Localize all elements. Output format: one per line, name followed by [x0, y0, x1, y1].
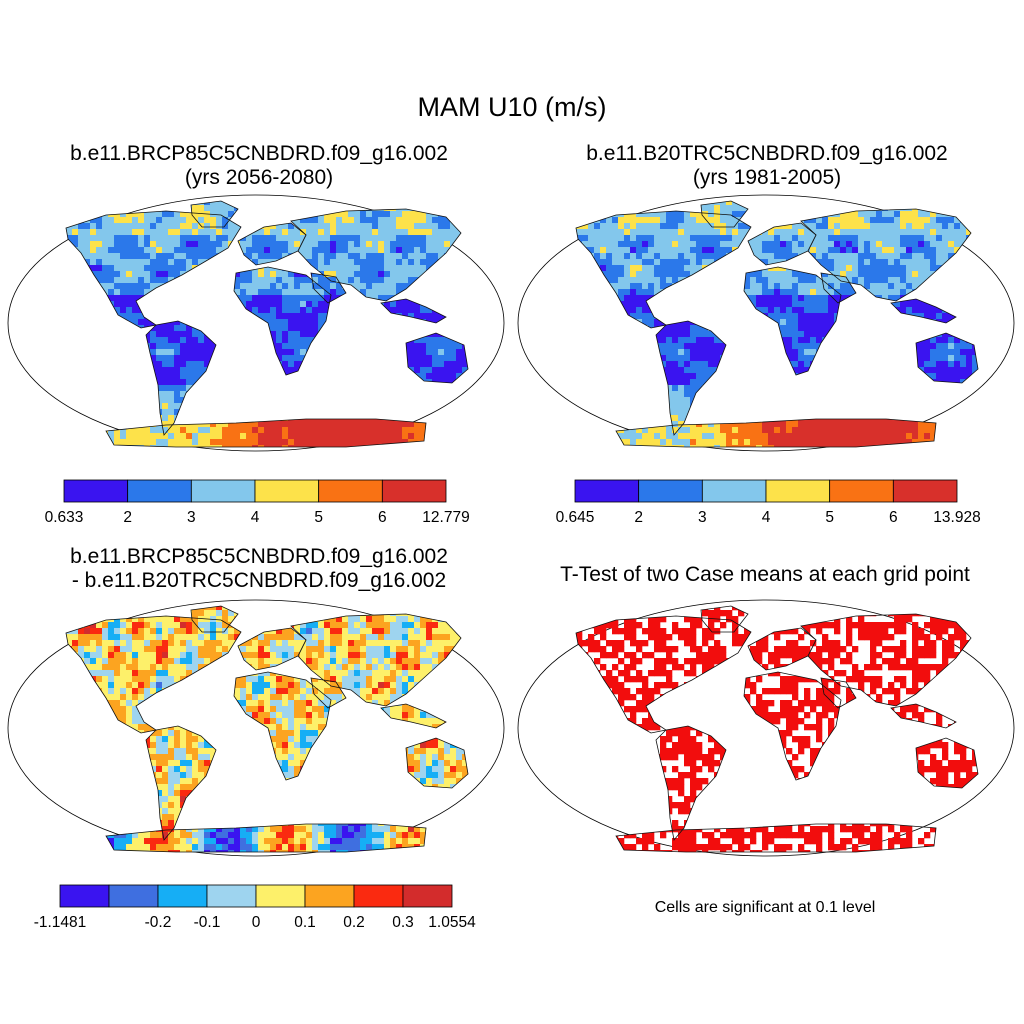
colorbar-label: 2	[123, 509, 132, 526]
map-panel-case2	[517, 194, 1015, 452]
coastline-africa	[743, 671, 842, 781]
panel1-title-line1: b.e11.BRCP85C5CNBDRD.f09_g16.002	[70, 142, 448, 165]
colorbar-label: 2	[634, 509, 643, 526]
coastline-indonesia	[380, 703, 447, 729]
coastline-south-america	[145, 725, 217, 841]
coastline-south-america	[655, 320, 727, 436]
coastline-australia	[405, 737, 469, 789]
coastline-africa	[743, 266, 842, 376]
colorbar-case2: 0.645 2 3 4 5 6 13.928	[556, 479, 981, 526]
colorbar-box	[254, 479, 320, 503]
coastline-asia	[290, 613, 462, 707]
colorbar-box	[304, 884, 355, 908]
colorbar-label: 0.2	[343, 914, 365, 931]
colorbar-label: 4	[762, 509, 771, 526]
coastline-greenland	[190, 605, 239, 633]
map-panel-difference	[7, 599, 505, 857]
colorbar-box	[381, 479, 447, 503]
coastline-indonesia	[890, 298, 957, 324]
colorbar-label: 0.1	[294, 914, 316, 931]
colorbar-box	[255, 884, 306, 908]
significance-note: Cells are significant at 0.1 level	[654, 899, 876, 916]
coastline-australia	[405, 332, 469, 384]
coastline-asia	[800, 208, 972, 302]
coastline-north-america	[65, 615, 242, 734]
coastline-antarctica	[105, 823, 427, 853]
panel3-title-line1: b.e11.BRCP85C5CNBDRD.f09_g16.002	[70, 545, 448, 568]
coastline-arabia	[310, 272, 347, 304]
colorbar-box	[353, 884, 404, 908]
colorbar-label: 0	[252, 914, 261, 931]
colorbar-label: 0.645	[556, 509, 595, 526]
coastline-africa	[233, 671, 332, 781]
map-panel-ttest	[517, 599, 1015, 857]
colorbar-label: 0.3	[392, 914, 414, 931]
colorbar-box	[701, 479, 767, 503]
colorbar-box	[108, 884, 159, 908]
panel2-title: b.e11.B20TRC5CNBDRD.f09_g16.002 (yrs 198…	[522, 142, 1012, 190]
panel1-title-line2: (yrs 2056-2080)	[184, 166, 334, 189]
coastline-arabia	[310, 677, 347, 709]
colorbar-label: 6	[378, 509, 387, 526]
coastline-arabia	[820, 272, 857, 304]
coastline-south-america	[145, 320, 217, 436]
coastline-greenland	[190, 200, 239, 228]
colorbar-box	[127, 479, 192, 503]
coastline-north-america	[65, 210, 242, 329]
coastline-antarctica	[615, 418, 937, 448]
coastline-antarctica	[105, 418, 427, 448]
colorbar-label: 1.0554	[428, 914, 476, 931]
coastline-antarctica	[615, 823, 937, 853]
coastline-australia	[915, 737, 979, 789]
coastline-greenland	[700, 605, 749, 633]
colorbar-box	[638, 479, 703, 503]
coastline-arabia	[820, 677, 857, 709]
colorbar-label: 13.928	[933, 509, 980, 526]
colorbar-label: 3	[698, 509, 707, 526]
colorbar-box	[402, 884, 453, 908]
colorbar-label: 6	[889, 509, 898, 526]
colorbar-label: -0.1	[194, 914, 221, 931]
coastline-south-america	[655, 725, 727, 841]
coastline-greenland	[700, 200, 749, 228]
colorbar-box	[318, 479, 383, 503]
panel4-title: T-Test of two Case means at each grid po…	[560, 563, 970, 586]
colorbar-label: 4	[251, 509, 260, 526]
coastline-indonesia	[890, 703, 957, 729]
colorbar-label: 5	[314, 509, 323, 526]
coastline-north-america	[575, 615, 752, 734]
coastline-africa	[233, 266, 332, 376]
map-panel-case1	[7, 194, 505, 452]
colorbar-box	[206, 884, 257, 908]
panel2-title-line2: (yrs 1981-2005)	[692, 166, 842, 189]
panel3-title-line2: - b.e11.B20TRC5CNBDRD.f09_g16.002	[71, 569, 447, 592]
colorbar-box	[765, 479, 831, 503]
coastline-indonesia	[380, 298, 447, 324]
colorbar-box	[574, 479, 640, 503]
colorbar-box	[190, 479, 256, 503]
main-title: MAM U10 (m/s)	[417, 92, 607, 122]
panel2-title-line1: b.e11.B20TRC5CNBDRD.f09_g16.002	[586, 142, 948, 165]
colorbar-label: -1.1481	[34, 914, 87, 931]
colorbar-label: 3	[187, 509, 196, 526]
colorbar-box	[63, 479, 129, 503]
panel1-title: b.e11.BRCP85C5CNBDRD.f09_g16.002 (yrs 20…	[14, 142, 504, 190]
colorbar-case1: 0.633 2 3 4 5 6 12.779	[45, 479, 470, 526]
colorbar-label: 12.779	[422, 509, 469, 526]
colorbar-label: -0.2	[145, 914, 172, 931]
colorbar-box	[157, 884, 208, 908]
colorbar-box	[829, 479, 894, 503]
coastline-asia	[290, 208, 462, 302]
colorbar-box	[59, 884, 110, 908]
coastline-north-america	[575, 210, 752, 329]
colorbar-difference: -1.1481 -0.2 -0.1 0 0.1 0.2 0.3 1.0554	[34, 884, 476, 931]
colorbar-box	[892, 479, 958, 503]
colorbar-label: 5	[825, 509, 834, 526]
coastline-asia	[800, 613, 972, 707]
colorbar-label: 0.633	[45, 509, 84, 526]
panel3-title: b.e11.BRCP85C5CNBDRD.f09_g16.002 - b.e11…	[14, 545, 504, 593]
coastline-australia	[915, 332, 979, 384]
